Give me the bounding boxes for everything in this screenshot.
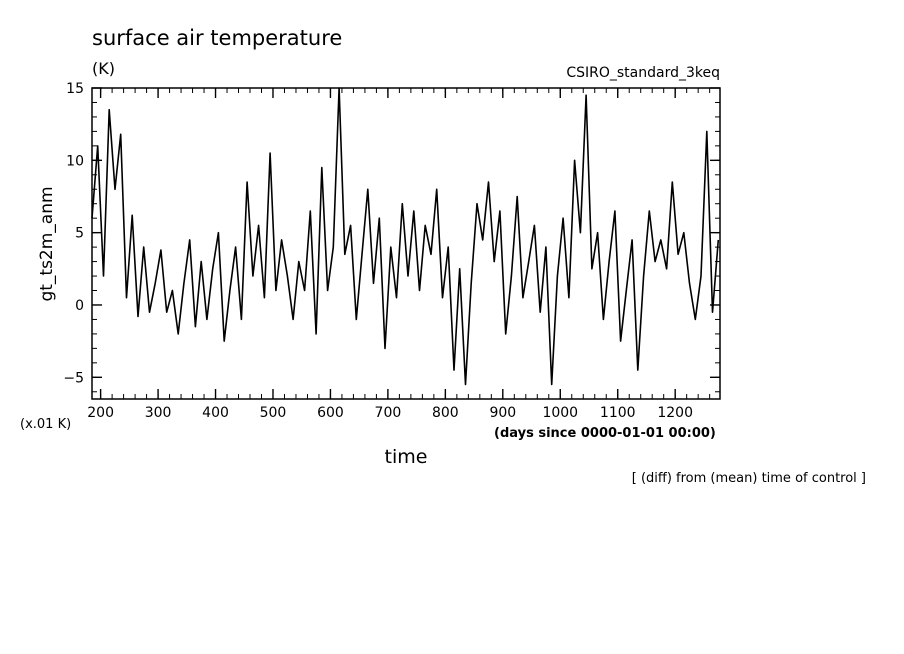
y-tick-label: 0 (75, 298, 84, 314)
y-axis: −5 0 5 10 15 (63, 81, 720, 386)
x-tick-label: 700 (375, 405, 402, 421)
y-tick-label: 10 (66, 153, 84, 169)
chart-title: surface air temperature (92, 26, 342, 50)
footnote: [ (diff) from (mean) time of control ] (632, 471, 866, 486)
x-tick-label: 1000 (542, 405, 578, 421)
x-tick-label: 500 (260, 405, 287, 421)
series-line (91, 87, 720, 386)
x-tick-label: 800 (432, 405, 459, 421)
x-tick-label: 900 (489, 405, 516, 421)
x-axis-label: time (385, 446, 428, 468)
units-label: (K) (92, 59, 115, 78)
x-tick-label: 200 (87, 405, 114, 421)
x-axis: 200 300 400 500 600 700 800 900 1000 1100 1200 (87, 88, 693, 421)
y-tick-label: 15 (66, 81, 84, 97)
y-axis-label: gt_ts2m_anm (37, 186, 57, 301)
x-units-note: (days since 0000-01-01 00:00) (494, 426, 716, 441)
y-tick-label: 5 (75, 226, 84, 242)
x-tick-label: 300 (145, 405, 172, 421)
plot-frame (91, 87, 721, 400)
x-tick-label: 1100 (600, 405, 636, 421)
y-tick-label: −5 (63, 370, 84, 386)
x-tick-label: 400 (202, 405, 229, 421)
y-scale-note: (x.01 K) (20, 417, 71, 432)
x-tick-label: 1200 (657, 405, 693, 421)
x-tick-label: 600 (317, 405, 344, 421)
run-label: CSIRO_standard_3keq (566, 65, 720, 81)
